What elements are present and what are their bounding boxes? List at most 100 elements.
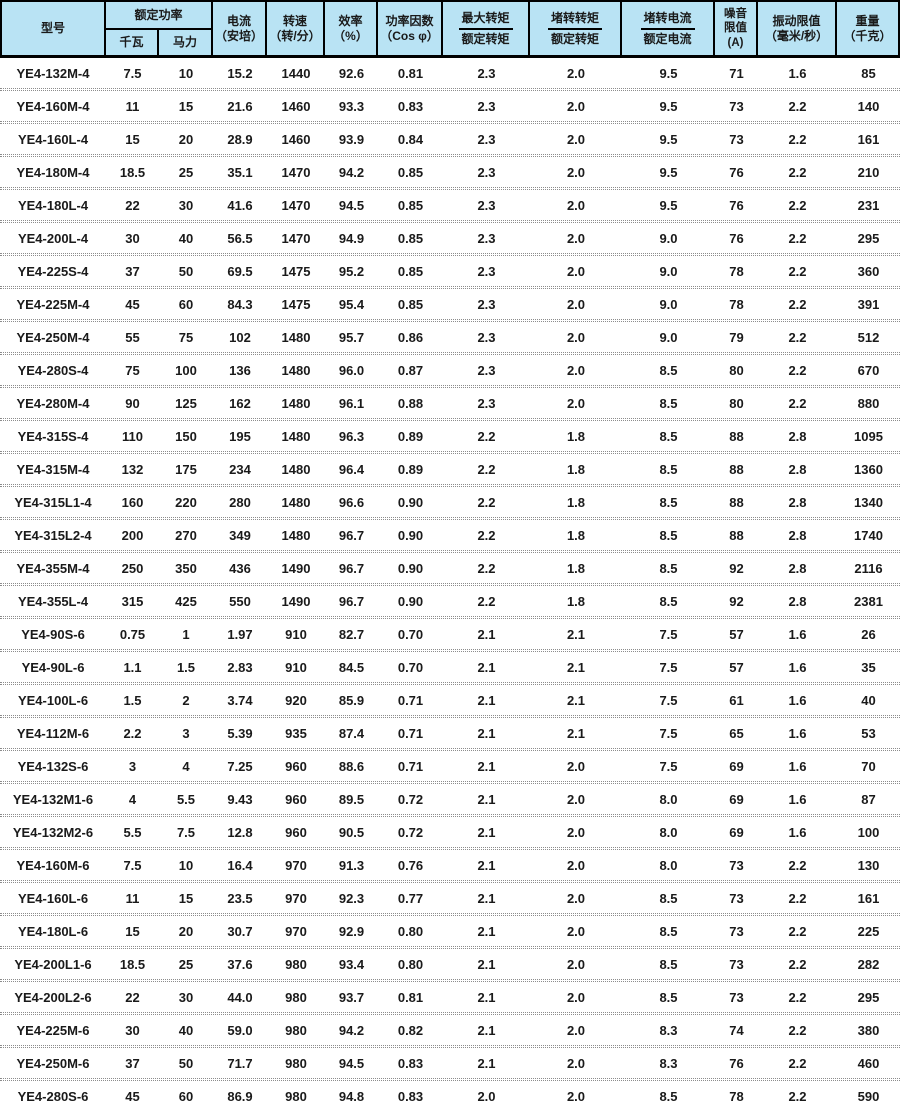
table-cell: 1.97 xyxy=(227,626,253,642)
table-cell: 2.8 xyxy=(788,560,807,576)
table-cell: 82.7 xyxy=(338,626,365,642)
row-separator xyxy=(0,979,900,982)
table-cell: 2.1 xyxy=(477,1055,496,1071)
table-cell: 88 xyxy=(729,461,744,477)
table-cell: YE4-315M-4 xyxy=(16,461,90,477)
table-cell: 60 xyxy=(178,1088,194,1104)
row-separator xyxy=(0,682,900,685)
table-cell: 7.5 xyxy=(123,65,142,81)
table-cell: YE4-160L-4 xyxy=(17,131,89,147)
table-cell: 8.3 xyxy=(659,1055,678,1071)
table-row: YE4-200L2-6 22 30 44.0 980 93.7 0.81 2.1 2.0 8.5 7… xyxy=(0,982,900,1012)
row-separator xyxy=(0,616,900,619)
table-cell: 1480 xyxy=(281,362,311,378)
table-cell: 30 xyxy=(125,1022,140,1038)
table-cell: 436 xyxy=(229,560,251,576)
table-cell: 970 xyxy=(285,890,307,906)
table-cell: 40 xyxy=(178,1022,194,1038)
table-row: YE4-100L-6 1.5 2 3.74 920 85.9 0.71 2.1 2.1 7.5 61… xyxy=(0,685,900,715)
table-cell: 22 xyxy=(125,989,140,1005)
table-cell: 7.5 xyxy=(659,758,678,774)
table-cell: 980 xyxy=(285,1055,307,1071)
table-cell: 2.2 xyxy=(788,1088,807,1104)
table-cell: 16.4 xyxy=(227,857,253,873)
row-separator xyxy=(0,1078,900,1081)
table-cell: 7.5 xyxy=(659,659,678,675)
table-cell: 8.5 xyxy=(659,989,678,1005)
table-cell: 1340 xyxy=(854,494,883,510)
table-cell: 2.2 xyxy=(477,560,496,576)
table-cell: 2.1 xyxy=(566,725,586,741)
table-cell: 2.2 xyxy=(477,593,496,609)
table-cell: YE4-200L-4 xyxy=(17,230,89,246)
table-cell: 1470 xyxy=(281,164,311,180)
table-cell: 9.5 xyxy=(659,98,678,114)
table-cell: 93.7 xyxy=(338,989,365,1005)
table-cell: 1490 xyxy=(281,560,311,576)
table-cell: 910 xyxy=(285,626,307,642)
row-separator xyxy=(0,220,900,223)
table-cell: 92.9 xyxy=(338,923,365,939)
table-cell: 160 xyxy=(121,494,144,510)
header-line: 限值 xyxy=(724,22,747,35)
table-cell: 161 xyxy=(857,890,880,906)
col-header-horsepower: 马力 xyxy=(159,30,211,55)
table-cell: 1.6 xyxy=(788,692,807,708)
col-header-efficiency: 效率 （%） xyxy=(325,2,376,55)
table-cell: 2.1 xyxy=(477,791,496,807)
fraction-denominator: 额定转矩 xyxy=(461,31,510,46)
table-cell: 25 xyxy=(178,164,194,180)
table-cell: 2.0 xyxy=(477,1088,496,1104)
table-row: YE4-280S-6 45 60 86.9 980 94.8 0.83 2.0 2.0 8.5 78… xyxy=(0,1081,900,1111)
row-separator xyxy=(0,187,900,190)
table-cell: 2.1 xyxy=(477,857,496,873)
table-cell: 200 xyxy=(121,527,144,543)
table-cell: 0.86 xyxy=(397,329,424,345)
table-cell: 670 xyxy=(857,362,880,378)
table-cell: 1.8 xyxy=(566,593,586,609)
table-cell: 7.5 xyxy=(123,857,142,873)
table-cell: 175 xyxy=(175,461,197,477)
table-row: YE4-90S-6 0.75 1 1.97 910 82.7 0.70 2.1 2.1 7.5 57… xyxy=(0,619,900,649)
table-cell: YE4-250M-4 xyxy=(16,329,90,345)
table-cell: 12.8 xyxy=(227,824,253,840)
row-separator xyxy=(0,583,900,586)
table-cell: 5.39 xyxy=(227,725,253,741)
table-cell: 2.0 xyxy=(566,923,586,939)
table-cell: 0.80 xyxy=(397,956,424,972)
table-cell: 2.2 xyxy=(788,890,807,906)
table-cell: 93.3 xyxy=(338,98,365,114)
table-cell: 1.6 xyxy=(788,725,807,741)
table-cell: YE4-225M-4 xyxy=(16,296,90,312)
row-separator xyxy=(0,286,900,289)
table-cell: YE4-132S-6 xyxy=(17,758,89,774)
table-cell: 0.81 xyxy=(397,989,424,1005)
table-cell: 0.85 xyxy=(397,197,424,213)
fraction-denominator: 额定电流 xyxy=(643,31,692,46)
table-cell: 30 xyxy=(178,197,194,213)
table-row: YE4-160L-6 11 15 23.5 970 92.3 0.77 2.1 2.0 8.5 73… xyxy=(0,883,900,913)
table-cell: 28.9 xyxy=(227,131,253,147)
table-cell: 22 xyxy=(125,197,140,213)
table-cell: 30 xyxy=(178,989,194,1005)
table-cell: 15 xyxy=(178,890,194,906)
table-row: YE4-132M-4 7.5 10 15.2 1440 92.6 0.81 2.3 2.0 9.5… xyxy=(0,58,900,88)
table-cell: 94.2 xyxy=(338,1022,365,1038)
table-cell: 0.84 xyxy=(397,131,424,147)
table-cell: 1480 xyxy=(281,395,311,411)
header-line: 效率 xyxy=(338,13,363,28)
table-cell: YE4-315L2-4 xyxy=(14,527,92,543)
table-row: YE4-200L-4 30 40 56.5 1470 94.9 0.85 2.3 2.0 9.0 7… xyxy=(0,223,900,253)
table-cell: 0.80 xyxy=(397,923,424,939)
table-cell: 0.87 xyxy=(397,362,424,378)
table-cell: 2.0 xyxy=(566,65,586,81)
table-cell: 2.8 xyxy=(788,527,807,543)
table-cell: 2.0 xyxy=(566,824,586,840)
table-cell: 94.5 xyxy=(338,1055,365,1071)
table-cell: 78 xyxy=(729,263,744,279)
table-cell: 0.72 xyxy=(397,791,424,807)
table-cell: 4 xyxy=(182,758,190,774)
header-line: 重量 xyxy=(855,13,880,28)
table-cell: 1490 xyxy=(281,593,311,609)
table-cell: 1480 xyxy=(281,527,311,543)
